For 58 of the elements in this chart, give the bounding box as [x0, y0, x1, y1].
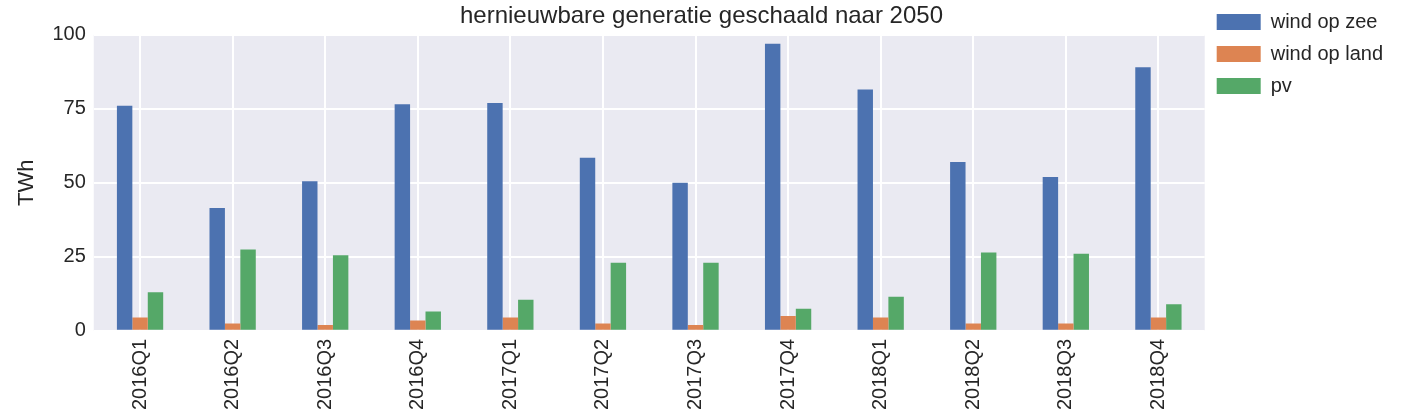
- bar: [132, 317, 148, 330]
- x-tick-label: 2016Q1: [127, 338, 150, 410]
- bar: [888, 296, 904, 330]
- x-tick-label: 2017Q1: [497, 338, 520, 410]
- bar: [579, 157, 596, 330]
- bar: [1058, 323, 1074, 330]
- bar: [965, 323, 981, 330]
- chart-title: hernieuwbare generatie geschaald naar 2050: [459, 1, 944, 29]
- bar: [687, 324, 704, 330]
- bar: [595, 323, 611, 330]
- x-tick-label: 2017Q4: [775, 338, 798, 410]
- bar: [857, 89, 873, 330]
- bar: [394, 104, 411, 330]
- bar: [872, 317, 889, 330]
- bar: [332, 255, 349, 330]
- y-tick-label: 50: [63, 170, 86, 193]
- x-tick-label: 2018Q4: [1145, 338, 1168, 410]
- bar: [317, 324, 333, 330]
- bar: [764, 43, 781, 330]
- y-tick-label: 25: [63, 244, 86, 267]
- bar: [147, 292, 164, 330]
- x-tick-label: 2018Q2: [960, 338, 983, 410]
- bar: [209, 207, 225, 330]
- bar: [703, 262, 719, 330]
- x-tick-label: 2018Q3: [1053, 338, 1076, 410]
- x-tick-label: 2017Q2: [590, 338, 613, 410]
- y-tick-label: 75: [63, 96, 86, 119]
- bar: [410, 320, 426, 330]
- bar: [425, 311, 441, 330]
- bar: [1166, 304, 1182, 330]
- legend-label: wind op zee: [1269, 9, 1378, 32]
- bar: [610, 262, 627, 330]
- x-tick-label: 2016Q4: [405, 338, 428, 410]
- bar: [487, 102, 503, 330]
- y-axis-title: TWh: [13, 159, 39, 207]
- bar: [950, 162, 966, 330]
- bar: [502, 317, 519, 330]
- y-tick-label: 100: [52, 22, 86, 45]
- bar: [1073, 253, 1089, 330]
- bar: [1150, 317, 1167, 330]
- bar: [518, 299, 534, 330]
- bar: [795, 308, 812, 330]
- x-tick-label: 2016Q3: [312, 338, 335, 410]
- bar: [224, 323, 241, 330]
- legend-label: wind op land: [1269, 41, 1384, 64]
- x-tick-label: 2018Q1: [868, 338, 891, 410]
- bar: [116, 105, 133, 330]
- bar: [1135, 67, 1151, 330]
- bar: [780, 316, 796, 330]
- bar: [1042, 176, 1059, 330]
- bar: [980, 252, 997, 330]
- bar: [672, 182, 688, 330]
- bar: [302, 181, 318, 330]
- x-tick-label: 2017Q3: [683, 338, 706, 410]
- legend-label: pv: [1270, 73, 1292, 96]
- x-tick-label: 2016Q2: [220, 338, 243, 410]
- y-tick-label: 0: [74, 318, 86, 341]
- bar: [240, 249, 256, 330]
